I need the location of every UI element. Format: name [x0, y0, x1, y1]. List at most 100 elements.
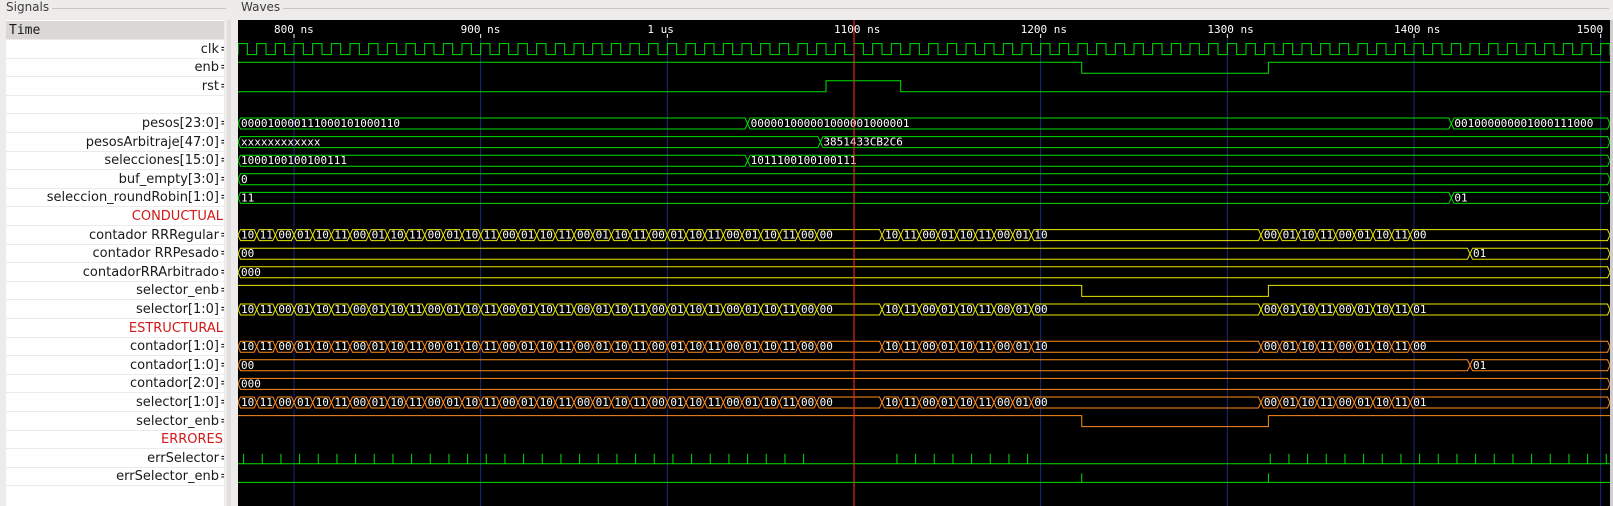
contador-estructural-a-segment — [1279, 340, 1299, 353]
contador-estructural-a-segment — [1030, 340, 1262, 353]
selector-estructural-segment — [1260, 396, 1281, 409]
contador-rrregular-segment — [666, 229, 687, 242]
signal-row[interactable]: selector_enb=1 — [6, 281, 224, 301]
selector-estructural-segment — [797, 396, 818, 409]
selector-estructural-segment — [956, 396, 976, 409]
signal-row[interactable]: clk=0 — [6, 40, 224, 59]
contador-rrregular-value: 00 — [1264, 229, 1277, 242]
contador-estructural-a-value: 00 — [922, 340, 935, 353]
contador-rrpesado-value: 01 — [1473, 247, 1486, 260]
signal-row[interactable]: selector[1:0]=0 — [6, 393, 224, 412]
selector-conductual-value: 01 — [1357, 303, 1370, 316]
selector-estructural-value: 10 — [614, 396, 627, 409]
selector-conductual-value: 00 — [1339, 303, 1352, 316]
selector-conductual-value: 11 — [782, 303, 795, 316]
contador-rrregular-value: 10 — [1301, 229, 1314, 242]
pesos-segment — [1450, 117, 1610, 130]
selector-conductual-segment — [1316, 303, 1337, 316]
signal-name: contador[2:0] — [129, 376, 219, 392]
contador-estructural-a-segment — [1260, 340, 1281, 353]
time-label: 900 ns — [461, 23, 501, 36]
contador-rrregular-segment — [405, 229, 426, 242]
selector-conductual-segment — [1409, 303, 1610, 316]
vertical-scrollbar[interactable] — [1610, 20, 1613, 506]
contador-estructural-a-segment — [937, 340, 958, 353]
signal-value: =0 — [220, 449, 224, 467]
time-header[interactable]: Time — [6, 21, 224, 40]
selector-estructural-value: 10 — [241, 396, 254, 409]
signal-row[interactable]: errSelector_enb=0 — [6, 467, 224, 487]
selector-estructural-segment — [1353, 396, 1374, 409]
group-label[interactable]: ERRORES — [6, 430, 224, 450]
time-label: 1200 ns — [1021, 23, 1067, 36]
selector-estructural-value: 10 — [885, 396, 898, 409]
signal-row[interactable]: contador[1:0]=0 — [6, 356, 224, 375]
signal-row[interactable]: errSelector=0 — [6, 449, 224, 468]
enb-wave — [238, 61, 1610, 74]
signal-row[interactable]: contadorRRArbitrado=0 — [6, 263, 224, 282]
signal-row[interactable]: contador[1:0]=0 — [6, 337, 224, 357]
selector-conductual-segment — [330, 303, 351, 316]
selector-conductual-value: 01 — [1283, 303, 1296, 316]
signal-row[interactable]: enb=1 — [6, 58, 224, 78]
selector-conductual-value: 10 — [689, 303, 702, 316]
contador-estructural-a-value: 00 — [801, 340, 814, 353]
selector-conductual-segment — [424, 303, 444, 316]
signal-row[interactable]: rst=1 — [6, 77, 224, 96]
selector-estructural-segment — [1372, 396, 1393, 409]
contador-estructural-a-segment — [881, 340, 902, 353]
waveform-canvas[interactable]: 800 ns 900 ns 1 us 1100 ns 1200 ns 1300 ns 140… — [238, 20, 1610, 506]
group-label[interactable]: CONDUCTUAL — [6, 207, 224, 226]
signal-row[interactable]: selector_enb=1 — [6, 412, 224, 431]
selector-conductual-value: 00 — [577, 303, 590, 316]
signals-panel-title: Signals — [6, 0, 50, 14]
selector-conductual-value: 10 — [316, 303, 329, 316]
group-label[interactable]: ESTRUCTURAL — [6, 319, 224, 338]
pesos-value: 001000000001000111000 — [1454, 117, 1593, 130]
selector-conductual-segment — [704, 303, 724, 316]
contador-rrregular-value: 01 — [1283, 229, 1296, 242]
selector-enb-conductual — [238, 284, 1610, 297]
selector-estructural-value: 00 — [1339, 396, 1352, 409]
signal-row[interactable]: contador[2:0]=0 — [6, 374, 224, 394]
signal-row[interactable]: contador RRPesado=0 — [6, 244, 224, 264]
selector-conductual-segment — [610, 303, 631, 316]
pesos-value: 000001000001000001000001 — [751, 117, 910, 130]
selector-estructural-value: 01 — [1357, 396, 1370, 409]
signal-row[interactable]: seleccion_roundRobin[1:0]=1 — [6, 188, 224, 208]
contador-estructural-a-segment — [629, 340, 650, 353]
contador-rrregular-segment — [797, 229, 818, 242]
signal-row[interactable]: pesos[23:0]=0 — [6, 114, 224, 133]
contador-rrregular-segment — [386, 229, 407, 242]
selector-estructural-segment — [900, 396, 920, 409]
contador-estructural-a-value: 10 — [1034, 340, 1047, 353]
contador-rrregular-value: 00 — [820, 229, 833, 242]
signal-row[interactable]: contador RRRegular=0 — [6, 226, 224, 245]
signal-row[interactable]: buf_empty[3:0]=0 — [6, 170, 224, 189]
contador-estructural-a-segment — [312, 340, 332, 353]
selector-estructural-value: 00 — [801, 396, 814, 409]
signal-name: seleccion_roundRobin[1:0] — [46, 190, 219, 206]
selector-conductual-segment — [480, 303, 500, 316]
contador-estructural-a-segment — [610, 340, 631, 353]
signals-frame-line — [52, 8, 226, 9]
selector-estructural-segment — [461, 396, 482, 409]
selector-estructural-value: 00 — [1034, 396, 1047, 409]
contador-rrregular-value: 00 — [428, 229, 441, 242]
contador-estructural-a-segment — [1012, 340, 1032, 353]
signal-value: =0 — [220, 374, 224, 392]
selector-conductual-value: 11 — [633, 303, 646, 316]
signal-row[interactable]: selector[1:0]=0 — [6, 300, 224, 319]
selector-conductual-segment — [238, 303, 258, 316]
signal-value: =0 — [220, 170, 224, 188]
signal-row[interactable]: selecciones[15:0]=1 — [6, 151, 224, 171]
seleccion_roundRobin-segment — [238, 191, 1452, 204]
signal-name: errSelector_enb — [116, 469, 219, 485]
contador-rrpesado-value: 00 — [241, 247, 254, 260]
pane-divider[interactable] — [227, 20, 231, 506]
signal-row[interactable]: pesosArbitraje[47:0]=3 — [6, 133, 224, 152]
contador-rrregular-value: 00 — [278, 229, 291, 242]
waves-panel[interactable]: 800 ns 900 ns 1 us 1100 ns 1200 ns 1300 ns 140… — [238, 20, 1613, 506]
contador-rrregular-segment — [918, 229, 939, 242]
